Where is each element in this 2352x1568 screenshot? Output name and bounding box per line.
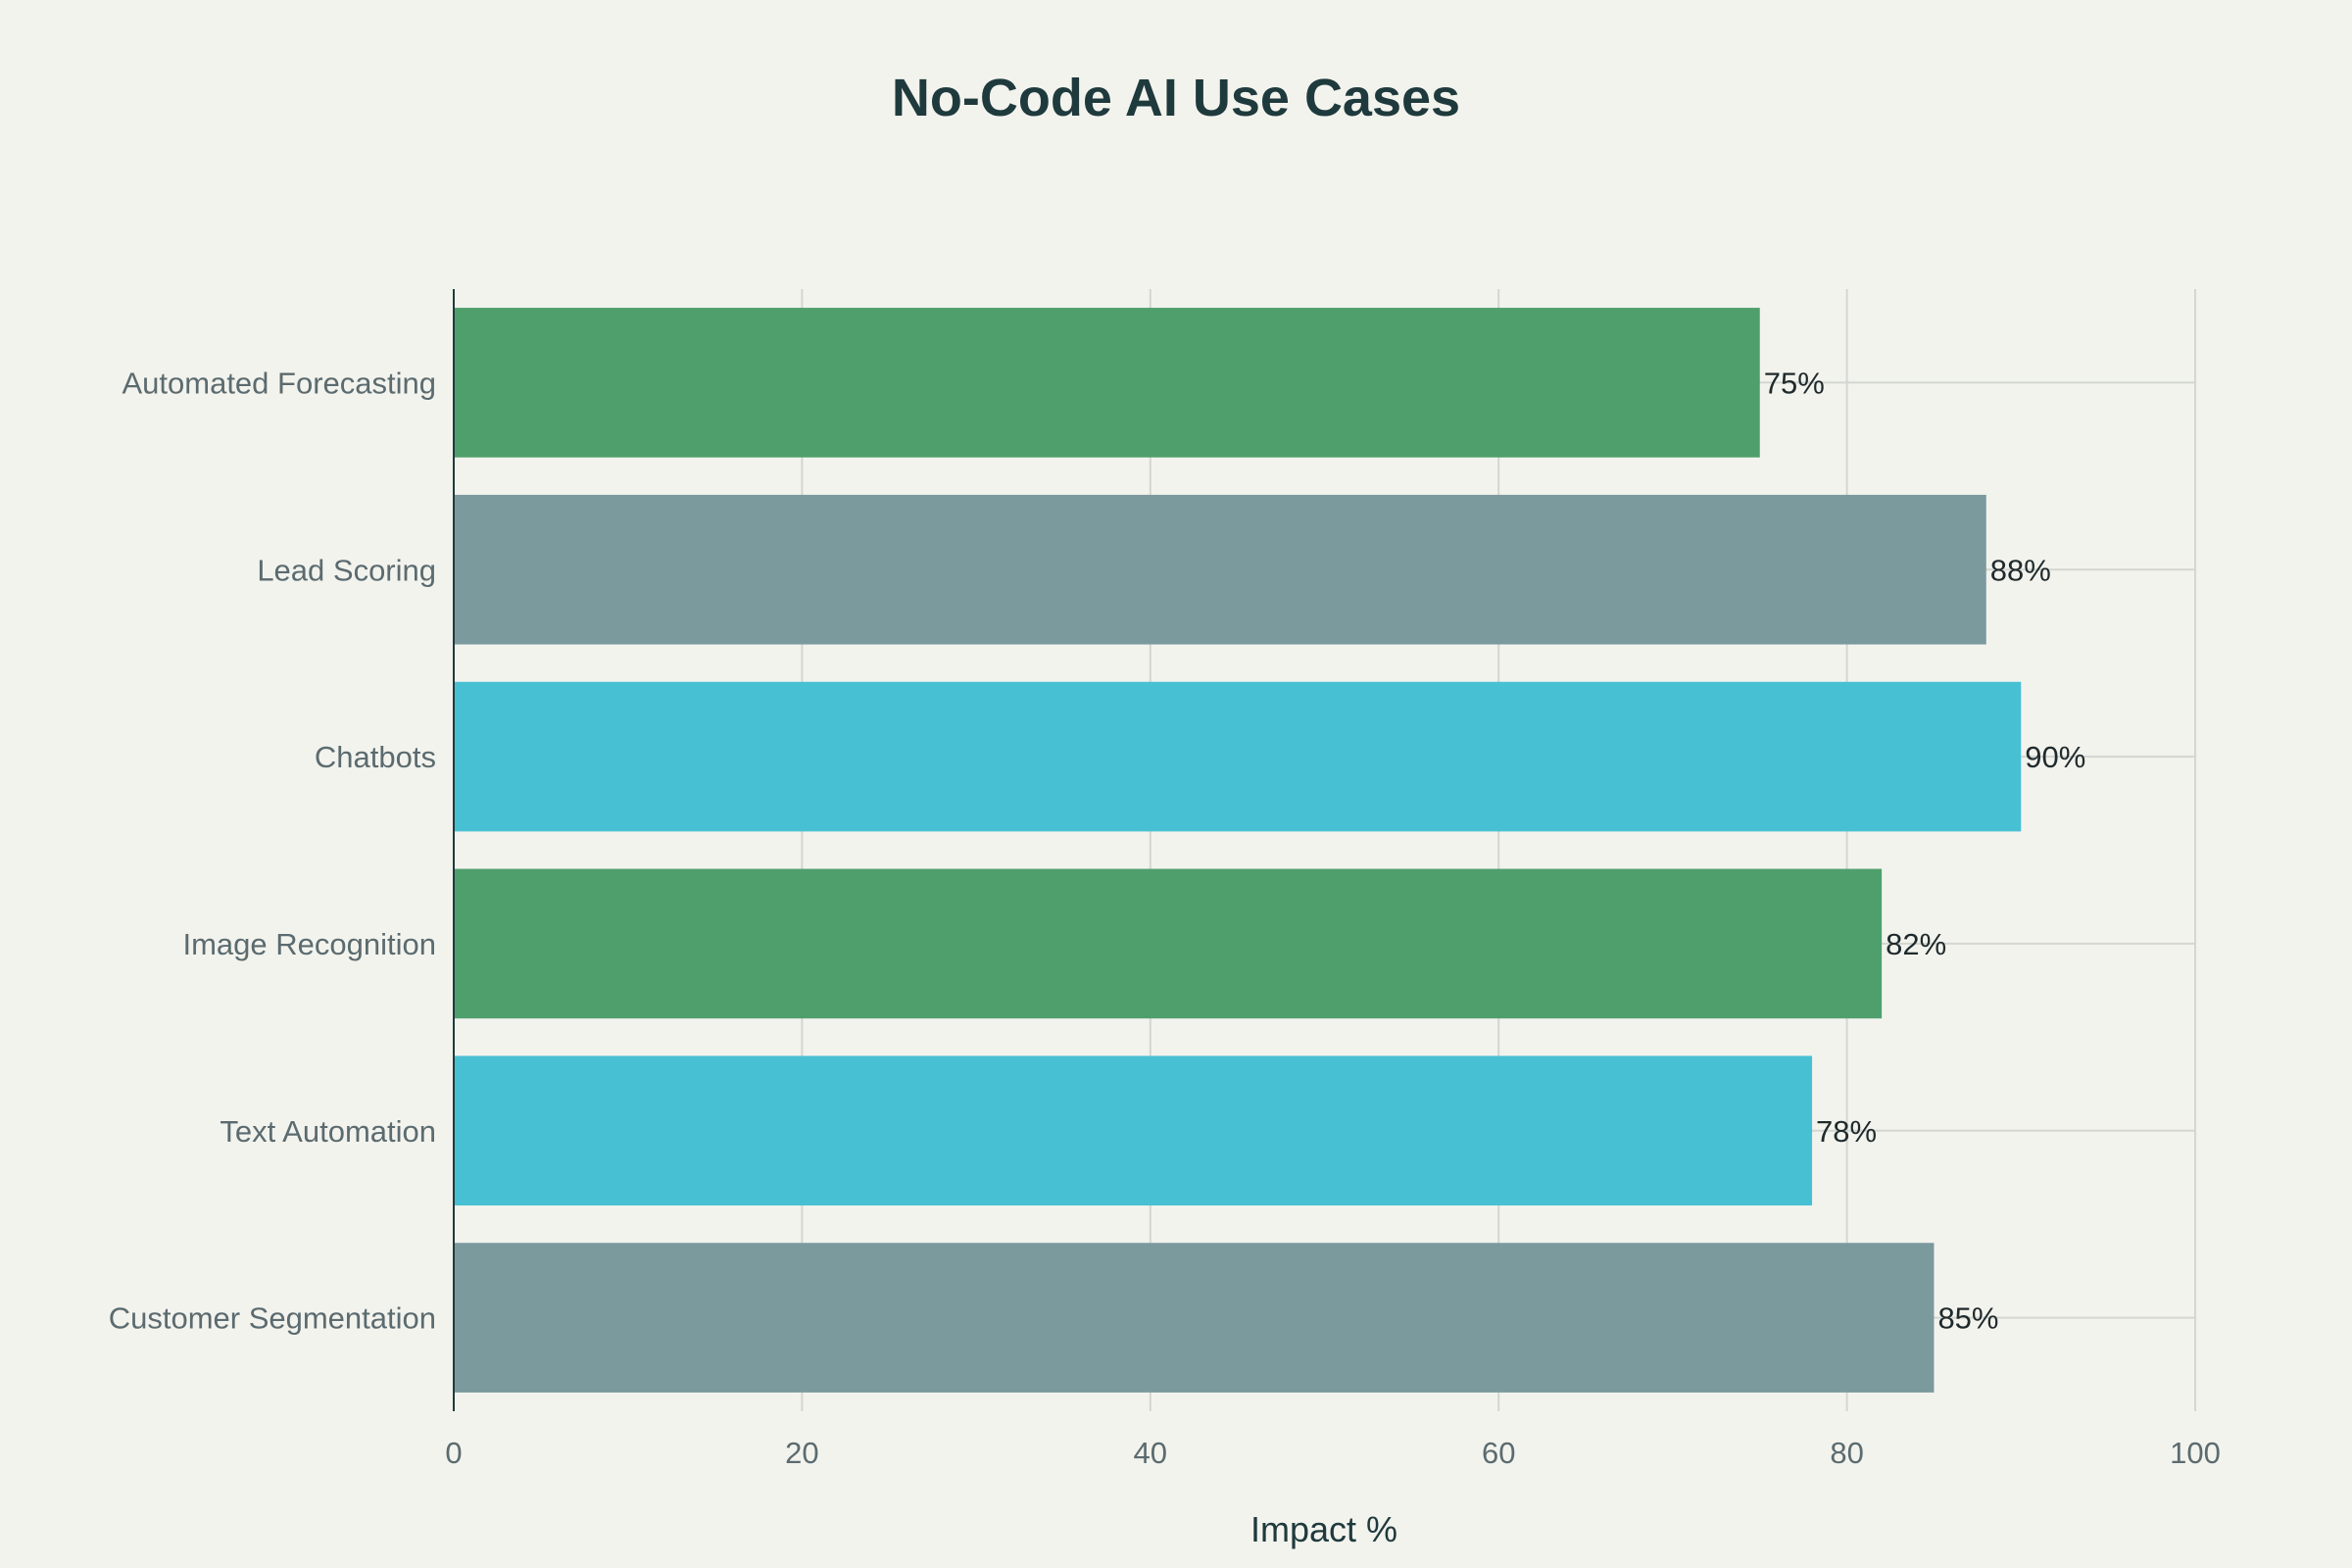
- category-label: Image Recognition: [183, 927, 437, 961]
- category-label: Chatbots: [315, 740, 436, 774]
- bar: [454, 308, 1760, 458]
- x-tick-label: 20: [785, 1436, 818, 1470]
- category-label: Automated Forecasting: [122, 366, 436, 400]
- data-label: 78%: [1816, 1114, 1877, 1149]
- x-tick-label: 40: [1134, 1436, 1167, 1470]
- data-label: 82%: [1886, 927, 1946, 961]
- data-label: 90%: [2025, 740, 2085, 774]
- data-label: 75%: [1764, 366, 1825, 400]
- bars: [454, 308, 2022, 1393]
- x-axis-title: Impact %: [1250, 1509, 1397, 1549]
- data-label: 85%: [1937, 1301, 1998, 1336]
- x-tick-labels: 0 20 40 60 80 100: [445, 1436, 2220, 1470]
- bar: [454, 868, 1883, 1019]
- x-tick-label: 100: [2170, 1436, 2221, 1470]
- category-labels: Automated Forecasting Lead Scoring Chatbot…: [109, 366, 436, 1335]
- data-label: 88%: [1990, 553, 2051, 587]
- bar: [454, 1243, 1935, 1393]
- category-label: Text Automation: [220, 1114, 436, 1149]
- x-tick-label: 0: [445, 1436, 462, 1470]
- x-tick-label: 60: [1482, 1436, 1515, 1470]
- bar: [454, 1055, 1813, 1206]
- chart-title: No-Code AI Use Cases: [892, 69, 1460, 127]
- x-tick-label: 80: [1830, 1436, 1863, 1470]
- bar: [454, 494, 1986, 645]
- bar: [454, 681, 2022, 832]
- category-label: Customer Segmentation: [109, 1301, 436, 1336]
- data-labels: 75% 88% 90% 82% 78% 85%: [1764, 366, 2086, 1335]
- category-label: Lead Scoring: [257, 553, 436, 587]
